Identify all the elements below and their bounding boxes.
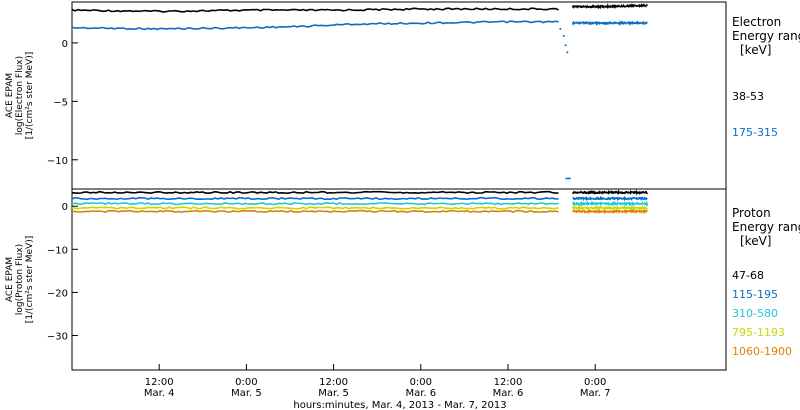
electron-ylabel-line3: [1/(cm²s ster MeV)] [25,52,35,139]
x-axis-label: hours:minutes, Mar. 4, 2013 - Mar. 7, 20… [293,400,506,410]
proton-legend-item: 310-580 [732,307,778,320]
proton-series-1060-1900 [72,209,559,214]
xtick-time: 0:00 [235,377,257,388]
electron-legend-item: 175-315 [732,126,778,139]
proton-plot-frame [71,188,727,371]
proton-legend-title: Proton [732,206,771,220]
xtick-time: 12:00 [145,377,174,388]
proton-ytick-label: 0 [62,202,68,213]
proton-series-795-1193 [571,204,649,212]
xtick-time: 0:00 [584,377,606,388]
proton-series-310-580 [71,202,559,206]
proton-ylabel-line3: [1/(cm²s ster MeV)] [25,236,35,323]
electron-ylabel-line2: log(Electron Flux) [15,56,25,135]
xtick-time: 12:00 [319,377,348,388]
proton-legend-item: 115-195 [732,288,778,301]
xtick-day: Mar. 5 [318,388,349,399]
electron-legend-units: [keV] [740,43,771,57]
proton-series-1060-1900 [571,208,648,215]
proton-series-115-195 [572,195,648,202]
xtick-time: 0:00 [410,377,432,388]
electron-legend-item: 38-53 [732,90,764,103]
proton-ylabel-line1: ACE EPAM [5,257,15,302]
electron-gap-point [559,27,562,30]
xtick-day: Mar. 7 [580,388,611,399]
proton-legend-subtitle: Energy ranges [732,220,800,234]
electron-plot-frame [71,1,727,190]
proton-series-47-68 [71,190,559,195]
electron-ylabel-line1: ACE EPAM [5,73,15,118]
xtick-day: Mar. 5 [231,388,262,399]
proton-series-115-195 [71,196,559,201]
electron-series-38-53 [571,2,648,10]
proton-ytick-label: −10 [47,245,68,256]
proton-legend-item: 47-68 [732,269,764,282]
electron-panel: 0 −5 −10 ACE EPAM log(Electron Flux) [1/(cm²s… [5,1,800,190]
electron-series-38-53 [71,7,559,13]
proton-series-47-68 [571,189,649,196]
proton-series-795-1193 [71,206,559,210]
electron-ytick-label: −5 [53,97,68,108]
proton-ytick-label: −30 [47,332,68,343]
electron-series-175-315 [71,20,559,31]
xtick-day: Mar. 6 [405,388,436,399]
proton-series-310-580 [572,200,649,207]
proton-legend-item: 795-1193 [732,326,785,339]
xtick-day: Mar. 6 [493,388,524,399]
proton-legend-units: [keV] [740,234,771,248]
proton-panel: 0 −10 −20 −30 ACE EPAM log(Proton Flux) [1/(cm… [5,188,800,371]
proton-legend-item: 1060-1900 [732,345,792,358]
electron-gap-point [566,51,569,54]
electron-legend-title: Electron [732,15,781,29]
electron-ylabel: ACE EPAM log(Electron Flux) [1/(cm²s ster … [5,52,35,139]
electron-gap-point [564,44,567,47]
xtick-time: 12:00 [494,377,523,388]
electron-gap-point [562,34,565,37]
proton-ytick-label: −20 [47,288,68,299]
xtick-day: Mar. 4 [144,388,175,399]
electron-legend-subtitle: Energy ranges [732,29,800,43]
proton-ylabel: ACE EPAM log(Proton Flux) [1/(cm²s ster Me… [5,236,35,323]
proton-ylabel-line2: log(Proton Flux) [15,244,25,315]
electron-series-175-315 [571,19,648,26]
electron-ytick-label: 0 [62,39,68,50]
electron-ytick-label: −10 [47,156,68,167]
